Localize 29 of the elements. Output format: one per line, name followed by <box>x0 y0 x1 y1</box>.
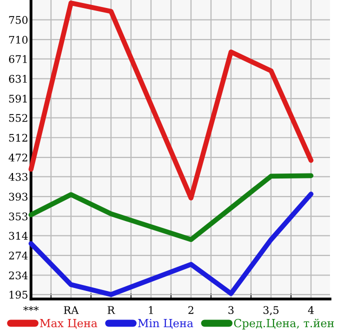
x-tick-label: 2 <box>188 306 194 314</box>
legend-label: Min Цена <box>138 318 194 329</box>
y-tick-label: 512 <box>9 134 28 142</box>
y-tick-label: 710 <box>9 36 28 44</box>
y-tick-label: 671 <box>9 55 27 64</box>
y-tick-label: 353 <box>9 212 28 220</box>
x-tick-label: RA <box>64 306 79 314</box>
y-tick-label: 433 <box>8 172 28 181</box>
y-tick-label: 234 <box>9 271 28 280</box>
line-series <box>28 0 314 200</box>
x-tick-label: 1 <box>148 306 153 314</box>
legend-label: Сред.Цена, т.йен <box>234 318 334 330</box>
y-tick-label: 552 <box>9 114 28 122</box>
y-tick-label: 591 <box>9 94 27 103</box>
y-tick-label: 195 <box>10 290 28 299</box>
x-tick-label: R <box>108 306 116 314</box>
y-tick-label: 472 <box>8 154 28 162</box>
y-tick-label: 314 <box>9 232 28 240</box>
y-tick-label: 631 <box>9 74 27 83</box>
legend-label: Max Цена <box>40 319 98 329</box>
x-tick-label: 3,5 <box>264 306 278 316</box>
x-tick-label: *** <box>23 306 39 311</box>
line-series <box>28 192 314 297</box>
x-tick-label: 4 <box>308 306 314 314</box>
y-tick-label: 750 <box>9 16 28 24</box>
line-series <box>28 173 314 242</box>
y-tick-label: 274 <box>9 252 28 260</box>
y-tick-label: 393 <box>9 192 28 201</box>
x-tick-label: 3 <box>228 306 234 314</box>
